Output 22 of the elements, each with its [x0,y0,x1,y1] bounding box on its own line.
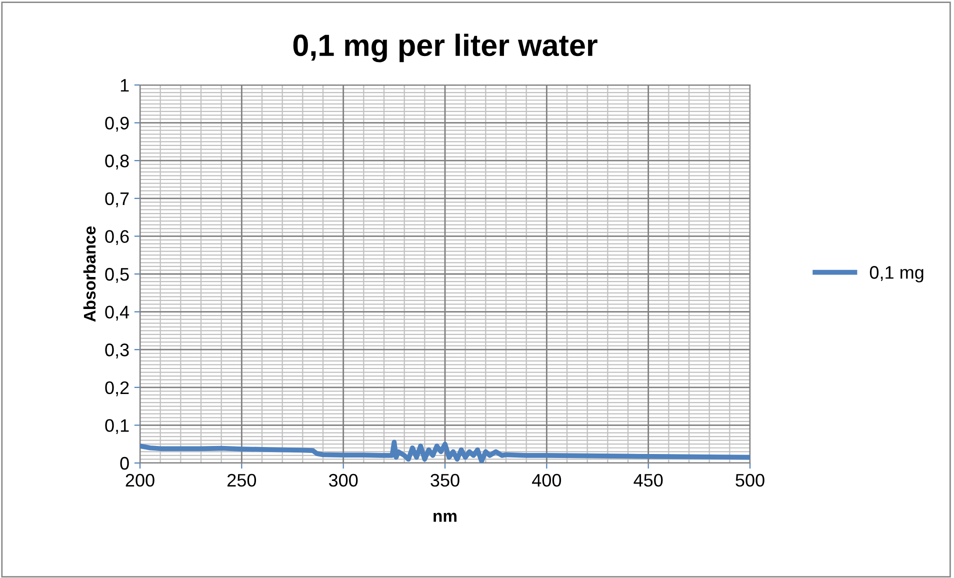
legend-label: 0,1 mg [870,266,924,282]
x-tick-label: 350 [430,474,460,487]
x-tick-label: 300 [328,474,358,487]
x-tick-label: 450 [634,474,663,487]
y-axis-title: Absorbance [83,226,96,322]
x-tick-label: 200 [126,474,154,487]
x-axis-title: nm [434,512,456,522]
x-tick-label: 250 [228,474,256,487]
y-tick-label: 0,1 [105,419,129,434]
y-tick-label: 0,6 [105,230,129,246]
chart-title: 0,1 mg per liter water [293,34,598,62]
y-tick-label: 0,5 [105,268,129,283]
y-tick-label: 0,4 [105,306,130,321]
y-tick-label: 1 [120,79,129,92]
x-tick-label: 500 [736,474,764,487]
y-tick-label: 0,7 [105,192,129,208]
y-tick-label: 0,3 [105,344,129,358]
y-tick-label: 0,2 [105,381,129,396]
x-tick-label: 400 [532,474,562,487]
y-tick-label: 0 [120,456,129,470]
y-tick-label: 0,9 [105,116,129,132]
y-tick-label: 0,8 [105,154,129,170]
